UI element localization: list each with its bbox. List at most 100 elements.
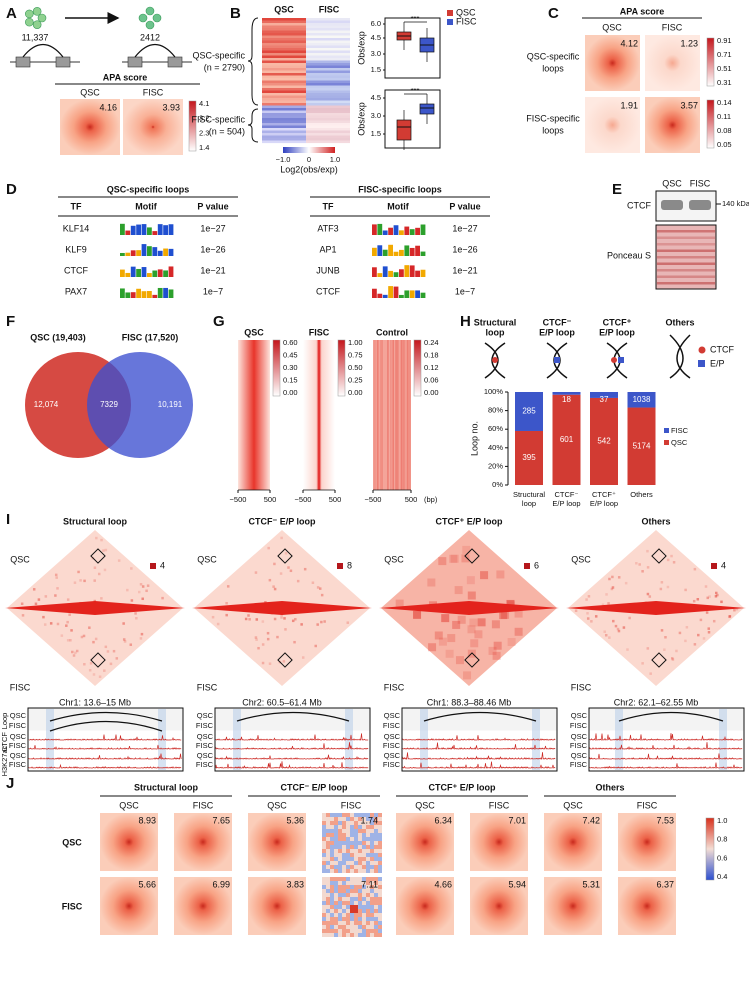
sample-label: QSC [197, 554, 217, 564]
column-label: FISC [690, 178, 711, 188]
motif-letter [420, 292, 426, 298]
contact [294, 617, 297, 621]
noise-cell [350, 865, 354, 869]
heatmap-row [262, 123, 306, 126]
noise-cell [370, 821, 374, 825]
noise-cell [330, 837, 334, 841]
contact [712, 619, 716, 623]
heatmap-row [262, 50, 306, 54]
set-label: FISC (17,520) [122, 332, 179, 342]
track-label: FISC [196, 741, 214, 750]
contact [280, 616, 283, 619]
noise-cell [338, 893, 342, 897]
motif-letter [382, 294, 388, 298]
noise-cell [358, 885, 362, 889]
contact [135, 616, 138, 620]
contact [106, 650, 110, 653]
motif-letter [141, 267, 147, 277]
heatmap-row [306, 33, 350, 36]
noise-cell [358, 849, 362, 853]
noise-cell [370, 897, 374, 901]
contact [266, 637, 270, 641]
contact [115, 657, 119, 660]
signal-track [28, 734, 182, 742]
noise-cell [366, 861, 370, 865]
loop-marker [651, 652, 667, 668]
heatmap-row [262, 135, 306, 139]
cell [145, 20, 155, 30]
panel-letter: J [6, 775, 14, 792]
heatmap-row [262, 70, 306, 74]
cell [25, 9, 34, 19]
noise-cell [350, 817, 354, 821]
element [55, 56, 71, 68]
contact [604, 633, 608, 637]
motif-letter [163, 248, 168, 256]
colorbar-label: 0.00 [424, 388, 439, 397]
noise-cell [330, 889, 334, 893]
motif-letter [130, 266, 136, 277]
noise-cell [374, 841, 378, 845]
noise-cell [374, 913, 378, 917]
noise-cell [378, 841, 382, 845]
loop-icon [484, 342, 506, 379]
noise-cell [334, 929, 338, 933]
noise-cell [354, 901, 358, 905]
noise-cell [354, 817, 358, 821]
heatmap-row [262, 103, 306, 106]
heatmap-row [262, 80, 306, 84]
noise-cell [362, 901, 366, 905]
contact [614, 624, 618, 628]
motif-letter [377, 245, 383, 256]
contact [300, 623, 303, 626]
colorbar-label: 0 [307, 155, 311, 164]
noise-cell [326, 901, 330, 905]
band [689, 200, 711, 210]
noise-cell [338, 829, 342, 833]
noise-cell [358, 893, 362, 897]
colorbar [413, 339, 422, 397]
contact [720, 600, 723, 604]
noise-cell [370, 901, 374, 905]
noise-cell [362, 869, 366, 873]
noise-cell [346, 913, 350, 917]
noise-cell [346, 909, 350, 913]
motif-letter [125, 292, 131, 298]
noise-cell [374, 925, 378, 929]
noise-cell [370, 817, 374, 821]
motif-letter [388, 286, 393, 298]
noise-cell [358, 841, 362, 845]
noise-cell [366, 845, 370, 849]
noise-cell [330, 865, 334, 869]
noise-cell [330, 929, 334, 933]
contact [49, 622, 53, 625]
colorbar-label: 0.14 [717, 98, 732, 107]
noise-cell [378, 825, 382, 829]
noise-cell [358, 821, 362, 825]
noise-cell [322, 881, 326, 885]
noise-cell [362, 889, 366, 893]
contact [216, 622, 220, 626]
noise-cell [366, 877, 370, 881]
panel-title: CTCF⁻ E/P loop [248, 516, 316, 526]
noise-cell [358, 929, 362, 933]
contact [735, 607, 739, 611]
track-label: FISC [9, 721, 27, 730]
motif-letter [415, 290, 420, 298]
heatmap-row [262, 115, 306, 119]
noise-cell [326, 837, 330, 841]
contact [692, 599, 696, 603]
diagonal [566, 601, 746, 615]
noise-cell [370, 857, 374, 861]
heatmap-col [385, 340, 386, 490]
loop-arc [134, 43, 176, 58]
noise-cell [354, 917, 358, 921]
region-label: Chr1: 88.3–88.46 Mb [427, 697, 512, 707]
contact [20, 602, 24, 606]
contact [117, 559, 121, 562]
colorbar-label: 0.4 [717, 872, 727, 881]
heatmap-row [306, 123, 350, 126]
loop-track [589, 708, 744, 731]
noise-cell [374, 905, 378, 909]
contact [470, 639, 479, 648]
